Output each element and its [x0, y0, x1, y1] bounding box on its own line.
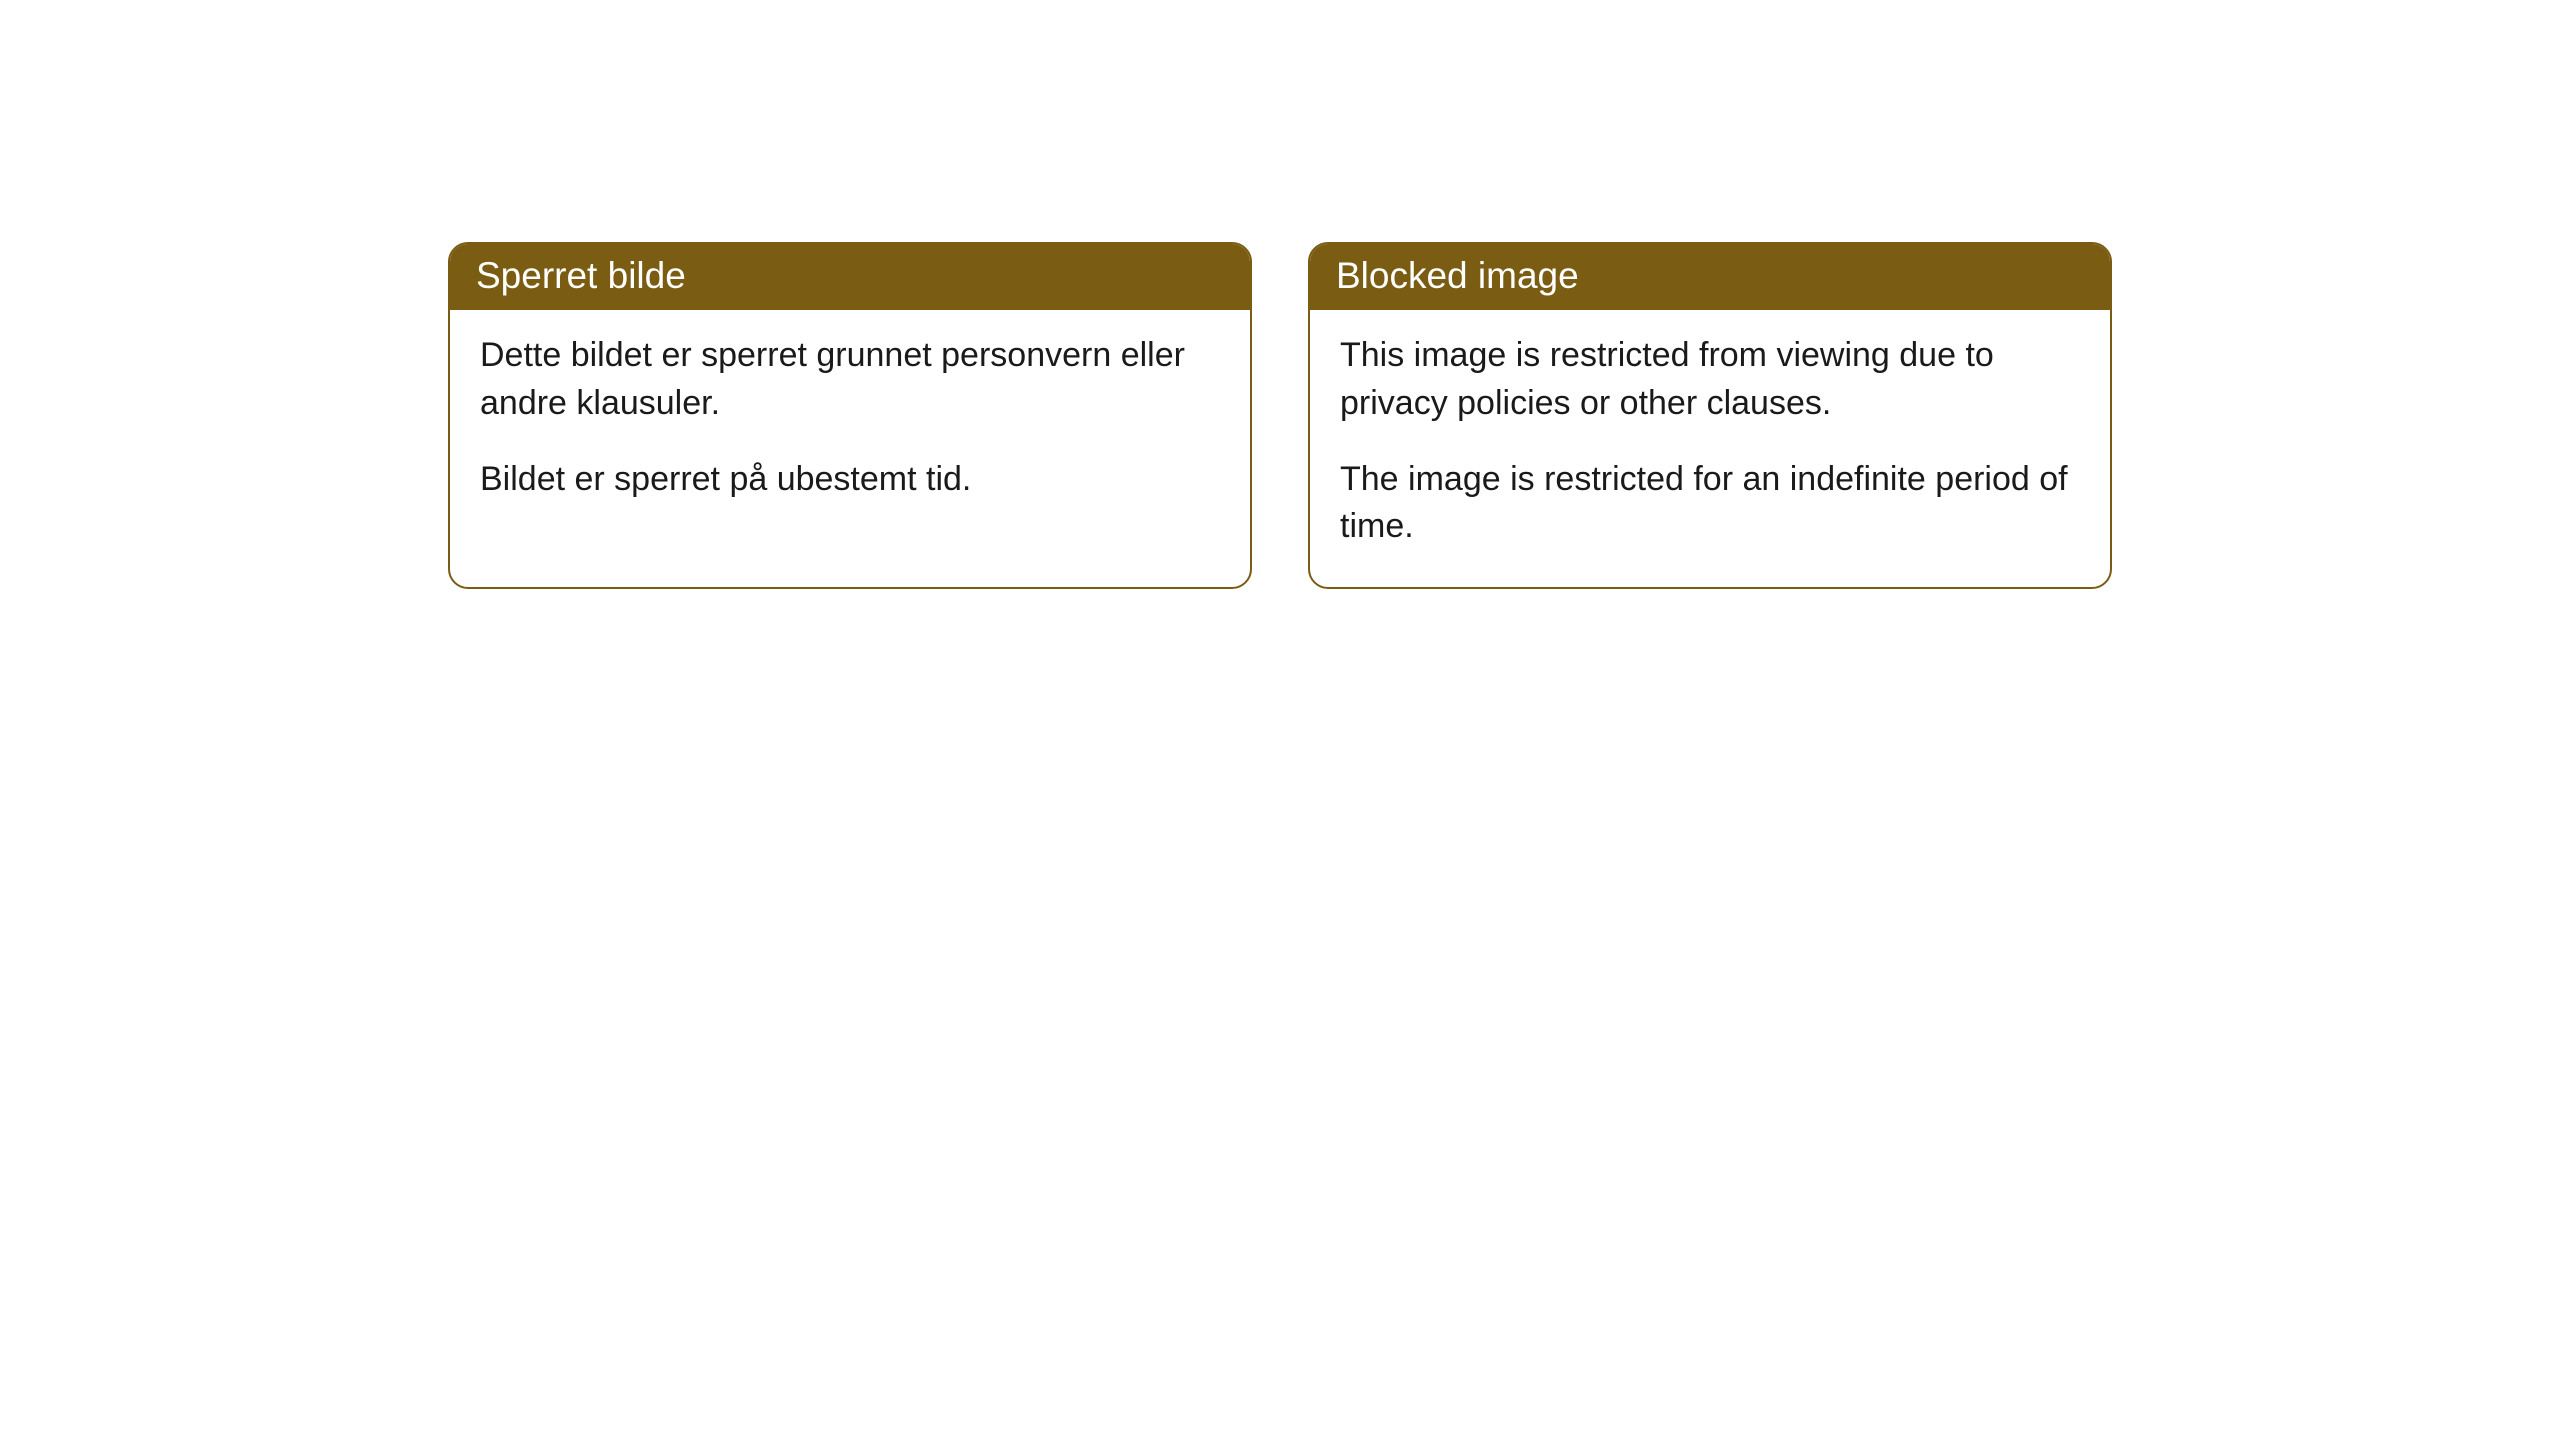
card-title: Blocked image	[1336, 255, 1579, 296]
card-paragraph-2: Bildet er sperret på ubestemt tid.	[480, 456, 1220, 504]
card-header: Sperret bilde	[450, 244, 1250, 310]
card-paragraph-1: This image is restricted from viewing du…	[1340, 332, 2080, 427]
card-title: Sperret bilde	[476, 255, 686, 296]
blocked-image-card-norwegian: Sperret bilde Dette bildet er sperret gr…	[448, 242, 1252, 589]
card-body: This image is restricted from viewing du…	[1310, 310, 2110, 586]
card-paragraph-1: Dette bildet er sperret grunnet personve…	[480, 332, 1220, 427]
card-body: Dette bildet er sperret grunnet personve…	[450, 310, 1250, 539]
card-header: Blocked image	[1310, 244, 2110, 310]
card-paragraph-2: The image is restricted for an indefinit…	[1340, 456, 2080, 551]
cards-container: Sperret bilde Dette bildet er sperret gr…	[0, 0, 2560, 589]
blocked-image-card-english: Blocked image This image is restricted f…	[1308, 242, 2112, 589]
